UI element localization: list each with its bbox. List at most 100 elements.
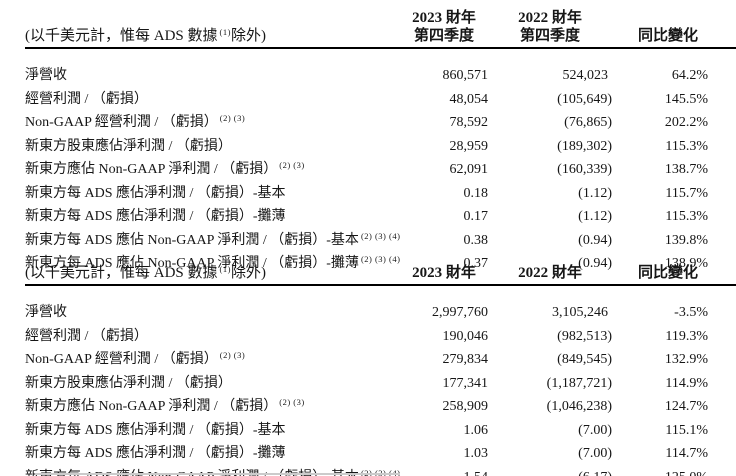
column-header-fy2023-q4: 2023 財年 第四季度 bbox=[400, 9, 488, 49]
value-2022: (982,513) bbox=[557, 328, 612, 344]
column-header-yoy: 同比變化 bbox=[612, 260, 736, 286]
row-label: 新東方應佔 Non-GAAP 淨利潤 / （虧損） (2) (3) bbox=[25, 160, 305, 177]
row-label: 新東方每 ADS 應佔 Non-GAAP 淨利潤 / （虧損）-基本(2) (3… bbox=[25, 230, 401, 248]
value-2023: 48,054 bbox=[449, 91, 489, 107]
footnote-ref: (2) (3) bbox=[279, 397, 305, 407]
row-label: 經營利潤 / （虧損） bbox=[25, 327, 150, 344]
yoy-change: 132.9% bbox=[664, 352, 708, 367]
value-2022: (1.12) bbox=[578, 209, 612, 224]
value-2023: 78,592 bbox=[449, 115, 489, 130]
value-2022: 3,105,246 bbox=[552, 305, 608, 320]
value-2022: (1,187,721) bbox=[546, 375, 612, 391]
column-header-fy2022: 2022 財年 bbox=[488, 260, 612, 286]
header-gap bbox=[25, 48, 736, 62]
unit-note: (以千美元計，惟每 ADS 數據 (1)除外) bbox=[25, 260, 400, 286]
footnote-ref: (2) (3) bbox=[279, 160, 305, 170]
table-row: 新東方每 ADS 應佔淨利潤 / （虧損）-基本 1.06 (7.00) 115… bbox=[25, 417, 736, 441]
value-2022: (189,302) bbox=[557, 138, 612, 154]
value-2022: (0.94) bbox=[578, 232, 612, 248]
value-2023: 279,834 bbox=[442, 352, 489, 367]
column-header-fy2023: 2023 財年 bbox=[400, 260, 488, 286]
value-2023: 0.18 bbox=[463, 185, 489, 201]
yoy-change: 139.8% bbox=[664, 232, 708, 248]
yoy-change: 115.7% bbox=[665, 185, 708, 201]
yoy-change: 202.2% bbox=[664, 115, 708, 130]
table-row: Non-GAAP 經營利潤 / （虧損） (2) (3) 279,834 (849… bbox=[25, 346, 736, 370]
yoy-change: 115.3% bbox=[665, 209, 708, 224]
footnote-ref bbox=[286, 444, 288, 454]
footnote-ref: (2) (3) (4) bbox=[360, 467, 401, 476]
row-label: 新東方每 ADS 應佔淨利潤 / （虧損）-基本 bbox=[25, 184, 288, 201]
quarterly-results-table: (以千美元計，惟每 ADS 數據 (1)除外) 2023 財年 第四季度 2022 … bbox=[25, 9, 736, 274]
row-label: 淨營收 bbox=[25, 66, 69, 83]
table-header-row: (以千美元計，惟每 ADS 數據 (1)除外) 2023 財年 2022 財年 同… bbox=[25, 260, 736, 286]
footnote-ref: (2) (3) bbox=[219, 113, 246, 123]
footnote-ref bbox=[67, 66, 69, 76]
yoy-change: 125.0% bbox=[612, 464, 736, 476]
row-label: 淨營收 bbox=[25, 305, 67, 320]
footnote-ref: (1) bbox=[219, 264, 231, 274]
footnote-ref bbox=[148, 327, 150, 337]
table-row: 新東方股東應佔淨利潤 / （虧損） 28,959 (189,302) 115.3… bbox=[25, 133, 736, 157]
column-header-fy2022-q4: 2022 財年 第四季度 bbox=[488, 9, 612, 49]
unit-note: (以千美元計，惟每 ADS 數據 (1)除外) bbox=[25, 9, 400, 49]
yoy-change: 64.2% bbox=[671, 68, 708, 83]
value-2023: 1.54 bbox=[400, 464, 489, 476]
value-2023: 1.06 bbox=[463, 422, 489, 438]
row-label: 新東方每 ADS 應佔淨利潤 / （虧損）-攤薄 bbox=[25, 209, 286, 224]
value-2023: 860,571 bbox=[442, 68, 489, 83]
footnote-ref bbox=[232, 374, 234, 384]
next-section-divider bbox=[35, 473, 400, 475]
yoy-change: 145.5% bbox=[664, 91, 708, 107]
value-2023: 0.17 bbox=[463, 209, 489, 224]
footnote-ref: (2) (3) bbox=[219, 350, 246, 360]
unit-note-text: (以千美元計，惟每 ADS 數據 bbox=[25, 28, 218, 44]
footnote-ref bbox=[286, 184, 288, 194]
table-row: 新東方應佔 Non-GAAP 淨利潤 / （虧損） (2) (3) 258,909… bbox=[25, 393, 736, 417]
table-row: 新東方每 ADS 應佔淨利潤 / （虧損）-基本 0.18 (1.12) 115… bbox=[25, 180, 736, 204]
row-label: 新東方應佔 Non-GAAP 淨利潤 / （虧損） (2) (3) bbox=[25, 397, 305, 414]
value-2022: (1.12) bbox=[578, 185, 612, 201]
table-row: 新東方每 ADS 應佔 Non-GAAP 淨利潤 / （虧損）-基本(2) (3… bbox=[25, 464, 736, 476]
yoy-change: 138.7% bbox=[664, 162, 708, 177]
yoy-change: -3.5% bbox=[674, 305, 708, 320]
value-2023: 0.38 bbox=[463, 232, 489, 248]
value-2023: 2,997,760 bbox=[432, 305, 488, 320]
value-2023: 258,909 bbox=[442, 399, 489, 414]
value-2022: 524,023 bbox=[562, 68, 609, 83]
header-gap bbox=[25, 285, 736, 299]
table-row: 新東方股東應佔淨利潤 / （虧損） 177,341 (1,187,721) 11… bbox=[25, 370, 736, 394]
row-label: Non-GAAP 經營利潤 / （虧損） (2) (3) bbox=[25, 350, 246, 367]
yoy-change: 114.7% bbox=[665, 446, 708, 461]
table-row: 經營利潤 / （虧損） 48,054 (105,649) 145.5% bbox=[25, 86, 736, 110]
table-row: 新東方每 ADS 應佔淨利潤 / （虧損）-攤薄 1.03 (7.00) 114… bbox=[25, 440, 736, 464]
table-row: 新東方每 ADS 應佔淨利潤 / （虧損）-攤薄 0.17 (1.12) 115… bbox=[25, 203, 736, 227]
unit-note-text: (以千美元計，惟每 ADS 數據 bbox=[25, 265, 218, 281]
value-2022: (160,339) bbox=[557, 162, 612, 177]
footnote-ref: (2) (3) (4) bbox=[360, 254, 401, 264]
yoy-change: 115.3% bbox=[665, 138, 708, 154]
value-2023: 62,091 bbox=[449, 162, 489, 177]
value-2022: (1,046,238) bbox=[546, 399, 612, 414]
row-label: 新東方每 ADS 應佔淨利潤 / （虧損）-基本 bbox=[25, 421, 288, 438]
yoy-change: 124.7% bbox=[664, 399, 708, 414]
row-label: 新東方每 ADS 應佔 Non-GAAP 淨利潤 / （虧損）-基本(2) (3… bbox=[25, 464, 400, 476]
footnote-ref: (1) bbox=[219, 27, 231, 37]
value-2022: (849,545) bbox=[557, 352, 612, 367]
unit-note-text: 除外) bbox=[230, 28, 266, 44]
value-2022: (105,649) bbox=[557, 91, 612, 107]
table-header-row: (以千美元計，惟每 ADS 數據 (1)除外) 2023 財年 第四季度 2022 … bbox=[25, 9, 736, 49]
row-label: 經營利潤 / （虧損） bbox=[25, 90, 150, 107]
yoy-change: 119.3% bbox=[665, 328, 708, 344]
footnote-ref bbox=[148, 90, 150, 100]
row-label: Non-GAAP 經營利潤 / （虧損） (2) (3) bbox=[25, 113, 246, 130]
yoy-change: 115.1% bbox=[665, 422, 708, 438]
column-header-yoy: 同比變化 bbox=[612, 9, 736, 49]
value-2022: (76,865) bbox=[564, 115, 612, 130]
row-label: 新東方股東應佔淨利潤 / （虧損） bbox=[25, 374, 234, 391]
footnote-ref bbox=[286, 421, 288, 431]
table-row: 新東方應佔 Non-GAAP 淨利潤 / （虧損） (2) (3) 62,091 … bbox=[25, 156, 736, 180]
footnote-ref bbox=[232, 137, 234, 147]
table-row: 淨營收 860,571 524,023 64.2% bbox=[25, 62, 736, 86]
